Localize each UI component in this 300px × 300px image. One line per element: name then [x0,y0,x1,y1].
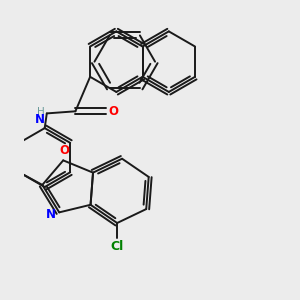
Text: N: N [35,113,45,126]
Text: O: O [108,105,118,118]
Text: Cl: Cl [110,240,124,253]
Text: O: O [59,144,70,157]
Text: H: H [37,107,45,117]
Text: N: N [46,208,56,221]
